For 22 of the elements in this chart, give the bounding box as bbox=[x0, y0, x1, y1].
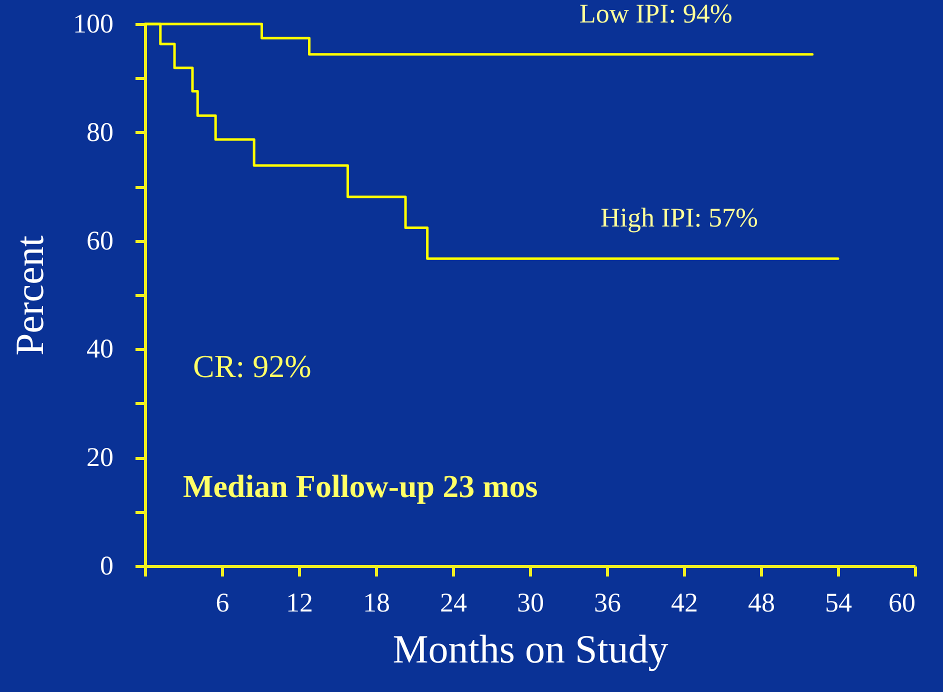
y-tick-label: 40 bbox=[86, 334, 114, 364]
x-tick-label: 6 bbox=[216, 588, 230, 618]
x-tick-label: 30 bbox=[517, 588, 544, 618]
annotation: CR: 92% bbox=[193, 348, 312, 384]
series-label: High IPI: 57% bbox=[600, 202, 758, 233]
y-tick-label: 0 bbox=[100, 550, 114, 580]
y-tick-label: 20 bbox=[86, 442, 114, 472]
x-axis-title: Months on Study bbox=[392, 626, 668, 672]
annotation: Median Follow-up 23 mos bbox=[183, 468, 538, 504]
x-tick-label: 60 bbox=[888, 588, 916, 618]
y-tick-label: 60 bbox=[86, 225, 114, 256]
series-label: Low IPI: 94% bbox=[579, 0, 732, 28]
x-tick-label: 12 bbox=[286, 588, 313, 618]
x-tick-label: 24 bbox=[440, 588, 468, 618]
x-tick-label: 42 bbox=[671, 588, 698, 618]
x-tick-label: 36 bbox=[594, 588, 621, 618]
x-tick-label: 54 bbox=[825, 588, 852, 618]
x-tick-label: 18 bbox=[363, 588, 390, 618]
y-tick-label: 100 bbox=[73, 8, 114, 38]
y-tick-label: 80 bbox=[86, 116, 114, 147]
y-axis-title: Percent bbox=[7, 236, 52, 356]
x-tick-label: 48 bbox=[748, 588, 775, 618]
